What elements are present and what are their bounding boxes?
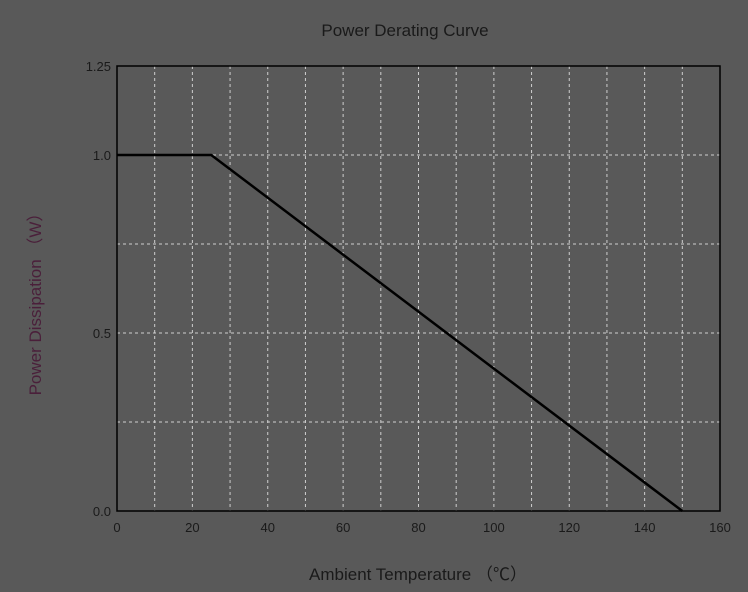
y-tick-label-0.0: 0.0 xyxy=(93,504,111,519)
x-tick-label-80: 80 xyxy=(411,520,425,535)
y-tick-label-0.5: 0.5 xyxy=(93,326,111,341)
x-tick-label-0: 0 xyxy=(113,520,120,535)
y-tick-label-1.0: 1.0 xyxy=(93,148,111,163)
x-tick-label-100: 100 xyxy=(483,520,505,535)
x-axis-label: Ambient Temperature （℃） xyxy=(309,565,527,584)
x-tick-label-40: 40 xyxy=(261,520,275,535)
x-tick-label-160: 160 xyxy=(709,520,731,535)
y-tick-label-1.25: 1.25 xyxy=(86,59,111,74)
plot-frame xyxy=(116,65,721,512)
x-tick-label-60: 60 xyxy=(336,520,350,535)
y-axis-ticks: 0.0 0.5 1.0 1.25 xyxy=(86,59,111,519)
grid-lines xyxy=(117,66,720,511)
x-tick-label-120: 120 xyxy=(558,520,580,535)
series-layer xyxy=(116,153,684,512)
x-tick-label-20: 20 xyxy=(185,520,199,535)
x-axis-ticks: 0 20 40 60 80 100 120 140 160 xyxy=(113,520,730,535)
y-axis-label: Power Dissipation （W） xyxy=(26,205,45,396)
chart-title: Power Derating Curve xyxy=(321,21,488,40)
x-tick-label-140: 140 xyxy=(634,520,656,535)
